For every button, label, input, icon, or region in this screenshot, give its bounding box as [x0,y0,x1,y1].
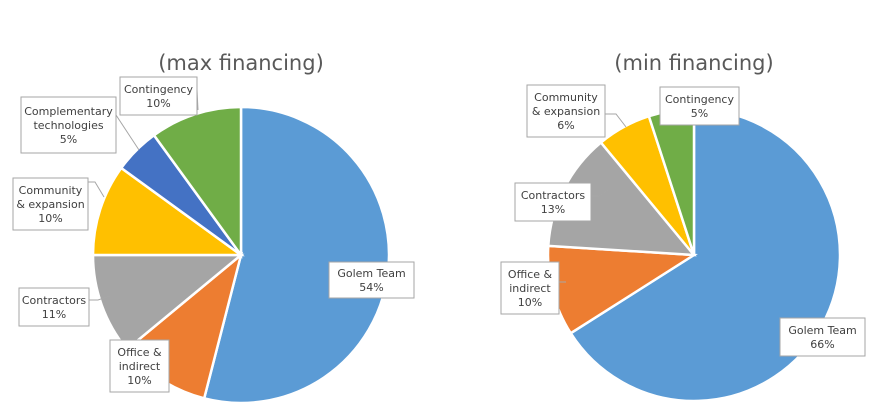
label-box [12,177,89,231]
label-name: Contractors [521,189,586,202]
leader-line [605,113,627,128]
label-name: Office & [117,346,162,359]
label-value: 6% [557,119,574,132]
leader-line [89,295,111,301]
label-value: 66% [810,338,834,351]
label-value: 10% [127,374,151,387]
label-name: Community [19,184,83,197]
label-value: 10% [38,212,62,225]
label-box [526,84,606,138]
label-name: indirect [119,360,161,373]
label-box [659,86,740,126]
chart-title-min-financing: (min financing) [614,51,773,75]
leader-line [115,114,140,151]
pie-slice-community-expansion [91,166,245,257]
label-box [20,96,117,154]
label-name: indirect [509,282,551,295]
label-box [779,317,866,357]
label-name: & expansion [16,198,84,211]
label-name: technologies [33,119,103,132]
label-name: Community [534,91,598,104]
pie-slices [546,107,842,403]
label-name: Golem Team [337,267,405,280]
leader-line [88,181,105,198]
label-name: Contractors [22,294,87,307]
pie-slices [91,105,391,405]
label-box [119,76,198,116]
label-name: Golem Team [788,324,856,337]
leader-line [591,189,609,197]
label-box [514,182,592,222]
label-value: 10% [146,97,170,110]
label-box [500,261,560,315]
label-value: 5% [691,107,708,120]
label-name: Contingency [665,93,734,106]
label-name: Complementary [24,105,113,118]
label-name: & expansion [532,105,600,118]
label-name: Office & [508,268,553,281]
label-box [18,287,90,327]
chart-title-max-financing: (max financing) [158,51,324,75]
label-value: 10% [518,296,542,309]
label-name: Contingency [124,83,193,96]
label-value: 13% [541,203,565,216]
label-value: 54% [359,281,383,294]
label-box [109,339,170,393]
label-value: 11% [42,308,66,321]
label-box [328,261,415,299]
label-value: 5% [60,133,77,146]
